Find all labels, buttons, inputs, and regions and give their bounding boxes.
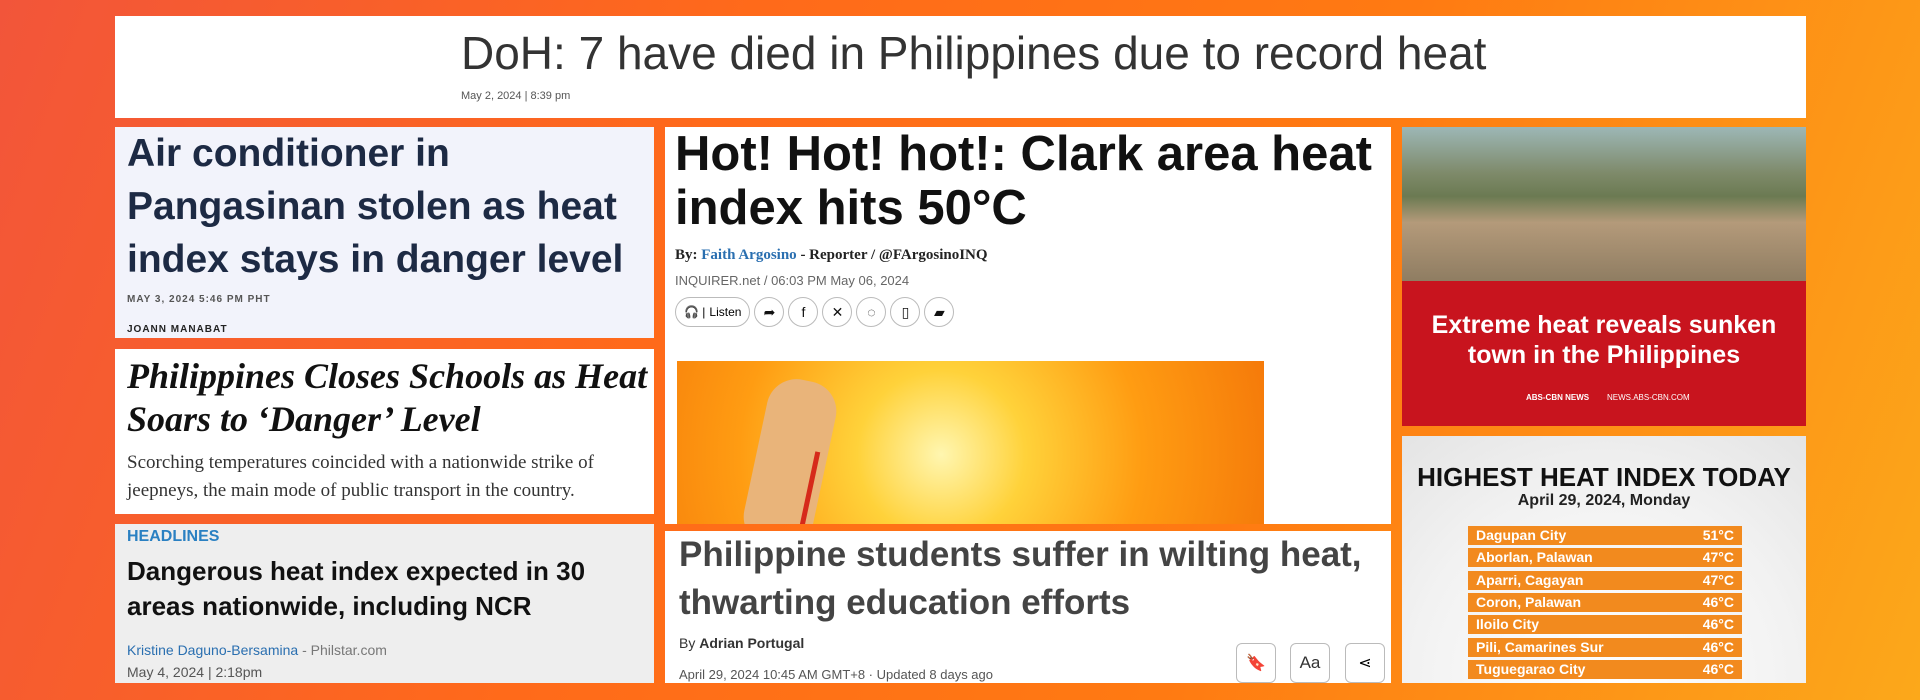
meta: April 29, 2024 10:45 AM GMT+8 · Updated … [679, 667, 993, 682]
story-panel: HEADLINES Dangerous heat index expected … [115, 524, 654, 683]
source: - Philstar.com [302, 642, 387, 658]
headline: Extreme heat reveals sunken town in the … [1431, 311, 1777, 369]
header-date: May 2, 2024 | 8:39 pm [461, 90, 571, 102]
toolbar: 🎧 | Listen ➦ f ✕ ◌ ▯ ▰ [675, 297, 958, 327]
thermometer-image [677, 361, 1264, 524]
role: - Reporter / @FArgosinoINQ [800, 247, 988, 263]
headline: Dangerous heat index expected in 30 area… [127, 556, 586, 621]
heat-row: Tuguegarao City 46°C [1468, 659, 1742, 679]
temperature: 46°C [1702, 660, 1734, 677]
city: Dagupan City [1476, 527, 1567, 543]
city: Aborlan, Palawan [1476, 549, 1593, 566]
by: By: [675, 247, 698, 263]
headline: Air conditioner in Pangasinan stolen as … [127, 132, 624, 281]
heat-row: Aparri, Cagayan 47°C [1468, 570, 1742, 590]
heat-row: Pili, Camarines Sur 46°C [1468, 637, 1742, 657]
heat-date: April 29, 2024, Monday [1517, 492, 1691, 509]
headline: Hot! Hot! hot!: Clark area heat index hi… [675, 127, 1372, 235]
heat-row: Aborlan, Palawan 47°C [1468, 548, 1742, 568]
sunken-town-image [1402, 127, 1806, 281]
temperature: 47°C [1702, 549, 1734, 566]
temperature: 47°C [1702, 571, 1734, 588]
heat-row: Iloilo City 46°C [1468, 615, 1742, 635]
author: JOANN MANABAT [127, 324, 228, 335]
story-panel: Air conditioner in Pangasinan stolen as … [115, 127, 654, 338]
summary: Scorching temperatures coincided with a … [127, 452, 594, 501]
author[interactable]: Adrian Portugal [699, 635, 805, 651]
date: MAY 3, 2024 5:46 PM PHT [127, 294, 271, 305]
story-panel: Extreme heat reveals sunken town in the … [1402, 127, 1806, 426]
meta: INQUIRER.net / 06:03 PM May 06, 2024 [675, 273, 910, 288]
author[interactable]: Kristine Daguno-Bersamina [127, 642, 299, 658]
byline: By Adrian Portugal [679, 635, 804, 651]
temperature: 46°C [1702, 638, 1734, 655]
header-panel: DoH: 7 have died in Philippines due to r… [115, 16, 1806, 118]
story-panel: Philippine students suffer in wilting he… [665, 531, 1391, 683]
heat-title: HIGHEST HEAT INDEX TODAY [1417, 462, 1791, 492]
story-panel: Philippines Closes Schools as Heat Soars… [115, 349, 654, 514]
by: By [679, 635, 696, 651]
temperature: 46°C [1702, 593, 1734, 610]
x-button[interactable]: ✕ [822, 297, 853, 327]
share-button[interactable]: ➦ [754, 297, 785, 327]
temperature: 46°C [1702, 616, 1734, 633]
facebook-button[interactable]: f [788, 297, 819, 327]
headline: Philippines Closes Schools as Heat Soars… [127, 356, 648, 439]
story-panel: Hot! Hot! hot!: Clark area heat index hi… [665, 127, 1391, 524]
logo: ABS-CBN NEWS [1526, 393, 1590, 402]
date: May 4, 2024 | 2:18pm [127, 664, 263, 680]
bookmark-button[interactable]: 🔖 [1236, 643, 1276, 683]
whatsapp-button[interactable]: ◌ [856, 297, 887, 327]
site: NEWS.ABS-CBN.COM [1607, 393, 1690, 402]
headline: Philippine students suffer in wilting he… [679, 535, 1362, 622]
thermometer [738, 373, 842, 524]
temperature: 51°C [1702, 527, 1734, 543]
byline: By: Faith Argosino - Reporter / @FArgosi… [675, 247, 988, 264]
heat-row: Coron, Palawan 46°C [1468, 592, 1742, 612]
city: Tuguegarao City [1476, 660, 1586, 677]
author[interactable]: Faith Argosino [701, 247, 797, 263]
heat-index-panel: HIGHEST HEAT INDEX TODAY April 29, 2024,… [1402, 436, 1806, 683]
city: Iloilo City [1476, 616, 1539, 633]
byline: Kristine Daguno-Bersamina - Philstar.com [127, 642, 387, 658]
listen-button[interactable]: 🎧 | Listen [675, 297, 751, 327]
heat-row: Dagupan City 51°C [1468, 526, 1742, 545]
section: HEADLINES [127, 528, 220, 545]
header-title: DoH: 7 have died in Philippines due to r… [461, 27, 1487, 79]
read-button[interactable]: ▯ [890, 297, 921, 327]
listen-label: Listen [709, 305, 742, 319]
city: Coron, Palawan [1476, 593, 1582, 610]
font-button[interactable]: Aa [1290, 643, 1330, 683]
city: Pili, Camarines Sur [1476, 638, 1604, 655]
share-button[interactable]: ⋖ [1345, 643, 1385, 683]
comment-button[interactable]: ▰ [924, 297, 955, 327]
city: Aparri, Cagayan [1476, 571, 1584, 588]
